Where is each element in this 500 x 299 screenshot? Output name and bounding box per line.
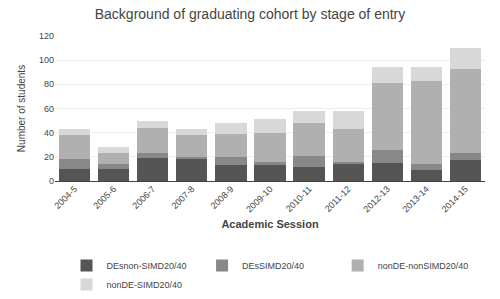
svg-text:80: 80	[44, 79, 54, 89]
svg-text:2006-7: 2006-7	[130, 184, 157, 211]
svg-text:2007-8: 2007-8	[170, 184, 197, 211]
svg-text:100: 100	[39, 55, 54, 65]
svg-text:Academic Session: Academic Session	[221, 218, 318, 230]
svg-text:Background of graduating cohor: Background of graduating cohort by stage…	[95, 6, 406, 22]
svg-text:Number of students: Number of students	[16, 65, 27, 152]
svg-text:2008-9: 2008-9	[209, 184, 236, 211]
svg-text:DEsnon-SIMD20/40: DEsnon-SIMD20/40	[107, 261, 187, 271]
svg-text:120: 120	[39, 31, 54, 41]
svg-text:nonDE-SIMD20/40: nonDE-SIMD20/40	[107, 280, 183, 290]
svg-text:2011-12: 2011-12	[323, 184, 353, 214]
svg-text:nonDE-nonSIMD20/40: nonDE-nonSIMD20/40	[378, 261, 469, 271]
svg-text:2010-11: 2010-11	[284, 184, 314, 214]
svg-text:2009-10: 2009-10	[244, 184, 274, 214]
svg-text:DEsSIMD20/40: DEsSIMD20/40	[242, 261, 304, 271]
svg-text:0: 0	[49, 176, 54, 186]
svg-text:20: 20	[44, 152, 54, 162]
svg-text:2004-5: 2004-5	[52, 184, 79, 211]
svg-text:2014-15: 2014-15	[440, 184, 470, 214]
svg-text:40: 40	[44, 128, 54, 138]
svg-text:2005-6: 2005-6	[91, 184, 118, 211]
svg-text:2012-13: 2012-13	[361, 184, 391, 214]
svg-text:2013-14: 2013-14	[401, 184, 431, 214]
svg-text:60: 60	[44, 104, 54, 114]
